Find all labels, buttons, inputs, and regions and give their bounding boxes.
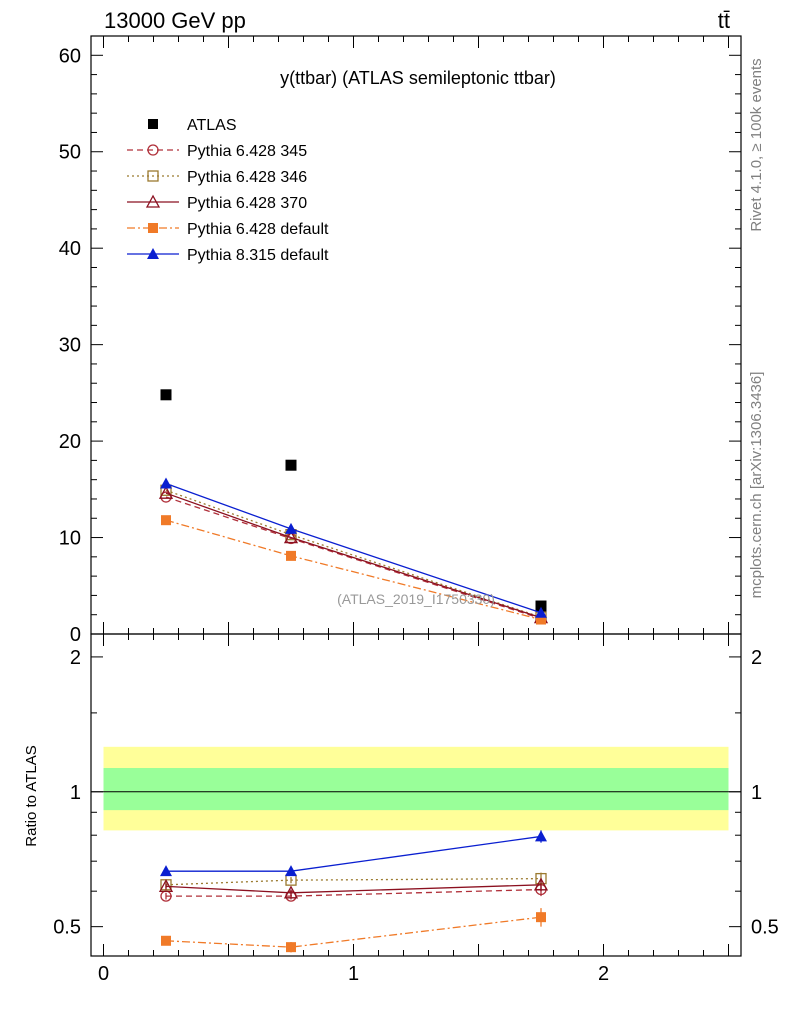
main-point-pythia-6-428-default bbox=[161, 515, 171, 526]
ratio-y-tick-label: 2 bbox=[70, 647, 81, 669]
ratio-point-pythia-8-315-default bbox=[535, 830, 547, 842]
ratio-x-tick-label: 1 bbox=[348, 963, 359, 985]
main-point-atlas bbox=[285, 459, 297, 471]
main-y-tick-label: 50 bbox=[59, 142, 81, 164]
main-point-pythia-6-428-default bbox=[536, 614, 546, 625]
main-series-line-pythia-6-428-345 bbox=[165, 496, 542, 620]
legend-label-atlas: ATLAS bbox=[187, 117, 237, 134]
ratio-y-tick-label-right: 0.5 bbox=[751, 917, 779, 939]
plot-frames bbox=[90, 35, 742, 957]
series-layer bbox=[158, 389, 549, 953]
ratio-band-inner bbox=[103, 768, 729, 811]
ratio-y-tick-label-right: 1 bbox=[751, 782, 762, 804]
main-y-tick-label: 40 bbox=[59, 238, 81, 260]
main-point-pythia-6-428-370 bbox=[283, 530, 299, 544]
legend-marker-pythia-6-428-default bbox=[148, 223, 158, 233]
mcplots-site-label: mcplots.cern.ch [arXiv:1306.3436] bbox=[748, 372, 765, 599]
ratio-series-line-pythia-8-315-default bbox=[166, 835, 542, 872]
axis-ticks: 0 10 20 30 40 50 60 0 1 2 0.5 0.5 1 1 2 2 bbox=[53, 35, 779, 985]
main-point-pythia-8-315-default bbox=[285, 522, 297, 534]
main-point-atlas bbox=[160, 389, 172, 401]
legend-label-pythia-8-315-default: Pythia 8.315 default bbox=[187, 247, 329, 264]
legend-label-pythia-6-428-345: Pythia 6.428 345 bbox=[187, 143, 307, 160]
ratio-point-pythia-8-315-default bbox=[285, 865, 297, 877]
ratio-point-pythia-8-315-default bbox=[160, 865, 172, 877]
ratio-series-line-pythia-6-428-370 bbox=[165, 884, 542, 894]
ratio-point-pythia-6-428-default bbox=[161, 935, 171, 946]
legend-marker-pythia-8-315-default bbox=[147, 248, 159, 259]
ratio-point-pythia-6-428-370 bbox=[158, 879, 174, 893]
ratio-x-tick-label: 0 bbox=[98, 963, 109, 985]
main-point-pythia-8-315-default bbox=[535, 606, 547, 618]
legend-label-pythia-6-428-370: Pythia 6.428 370 bbox=[187, 195, 307, 212]
process-label: tt̄ bbox=[718, 8, 730, 33]
ratio-y-tick-label: 0.5 bbox=[53, 917, 81, 939]
main-y-tick-label: 60 bbox=[59, 45, 81, 67]
ratio-series-line-pythia-6-428-default bbox=[165, 916, 542, 948]
main-point-pythia-6-428-default bbox=[286, 550, 296, 561]
ratio-point-pythia-6-428-370 bbox=[283, 885, 299, 899]
legend-marker-pythia-6-428-346 bbox=[147, 170, 159, 182]
ratio-y-tick-label-right: 2 bbox=[751, 647, 762, 669]
ratio-bands bbox=[91, 746, 741, 831]
ratio-point-pythia-6-428-default bbox=[286, 942, 296, 953]
main-y-tick-label: 10 bbox=[59, 528, 81, 550]
legend: ATLAS Pythia 6.428 345 Pythia 6.428 346 Pyt… bbox=[127, 117, 329, 264]
rivet-version-label: Rivet 4.1.0, ≥ 100k events bbox=[748, 58, 765, 231]
ratio-series-line-pythia-6-428-346 bbox=[165, 877, 542, 886]
main-point-pythia-6-428-370 bbox=[158, 485, 174, 499]
main-point-pythia-8-315-default bbox=[160, 477, 172, 489]
legend-marker-pythia-6-428-345 bbox=[147, 144, 159, 156]
ratio-axis-label: Ratio to ATLAS bbox=[23, 745, 40, 846]
main-series-line-pythia-6-428-370 bbox=[165, 492, 542, 619]
energy-label: 13000 GeV pp bbox=[104, 8, 246, 33]
ratio-plot-frame bbox=[90, 633, 742, 957]
main-point-atlas bbox=[535, 600, 547, 612]
ratio-point-pythia-6-428-default bbox=[536, 912, 546, 923]
ratio-y-tick-label: 1 bbox=[70, 782, 81, 804]
main-plot-title: y(ttbar) (ATLAS semileptonic ttbar) bbox=[280, 68, 556, 88]
main-y-tick-label: 0 bbox=[70, 624, 81, 646]
analysis-watermark: (ATLAS_2019_I1750330) bbox=[337, 591, 495, 607]
ratio-x-tick-label: 2 bbox=[598, 963, 609, 985]
main-y-tick-label: 20 bbox=[59, 431, 81, 453]
legend-marker-pythia-6-428-370 bbox=[145, 194, 161, 208]
legend-marker-atlas bbox=[148, 119, 158, 129]
legend-label-pythia-6-428-default: Pythia 6.428 default bbox=[187, 221, 329, 238]
main-y-tick-label: 30 bbox=[59, 335, 81, 357]
ratio-point-pythia-6-428-370 bbox=[533, 877, 549, 891]
legend-label-pythia-6-428-346: Pythia 6.428 346 bbox=[187, 169, 307, 186]
